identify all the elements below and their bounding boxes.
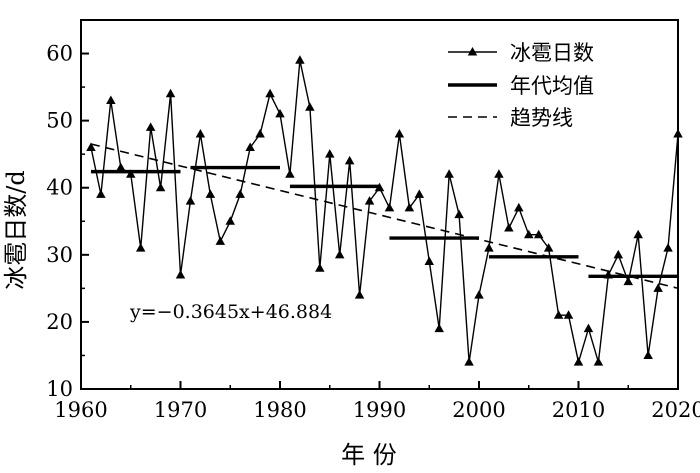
data-point (344, 155, 355, 165)
data-point (126, 169, 136, 178)
legend-label: 冰雹日数 (510, 41, 594, 65)
x-tick-label: 2020 (651, 398, 700, 422)
data-point (484, 243, 494, 252)
data-point (603, 269, 614, 279)
legend-label: 年代均值 (510, 74, 594, 98)
data-point (116, 162, 126, 172)
data-point (106, 95, 116, 105)
data-point (573, 357, 584, 366)
x-tick-label: 1970 (154, 398, 207, 422)
data-point (454, 209, 464, 219)
data-point (643, 350, 653, 359)
x-tick-label: 2010 (552, 398, 605, 422)
data-point (563, 310, 574, 319)
data-point (334, 249, 345, 259)
y-axis-title: 冰雹日数/d (2, 170, 30, 289)
data-point (414, 189, 425, 198)
data-point (185, 196, 196, 205)
data-point (593, 357, 604, 366)
data-point (633, 229, 643, 239)
data-point (215, 236, 226, 245)
data-point (374, 182, 385, 192)
data-point (444, 169, 454, 178)
data-point (145, 122, 156, 131)
y-tick-label: 40 (46, 176, 73, 200)
data-point (135, 243, 146, 252)
series-layer (86, 55, 683, 366)
x-tick-label: 1960 (54, 398, 107, 422)
data-point (325, 149, 335, 158)
data-point (653, 283, 663, 292)
data-point (583, 323, 594, 333)
data-point (205, 189, 216, 198)
data-point (225, 216, 235, 225)
x-tick-label: 1980 (253, 398, 306, 422)
data-point (354, 290, 365, 299)
data-point (623, 276, 633, 286)
data-point (434, 323, 444, 333)
axis-ticks: 1960 1970 1980 1990 2000 2010 2020 10 20 30 40 50 60 (46, 42, 700, 422)
data-point (543, 243, 554, 252)
data-point (464, 357, 474, 366)
data-point (524, 229, 534, 239)
data-point (275, 108, 285, 118)
data-point (285, 169, 295, 178)
data-point (613, 249, 624, 259)
x-tick-label: 1990 (353, 398, 406, 422)
data-point (474, 290, 484, 299)
data-point (295, 55, 305, 64)
data-point (424, 256, 434, 266)
y-tick-label: 20 (46, 310, 73, 334)
data-point (553, 310, 564, 319)
data-point (364, 196, 375, 205)
data-point (86, 142, 96, 151)
data-point (265, 88, 275, 98)
legend-label: 趋势线 (510, 106, 573, 130)
data-point (673, 129, 683, 138)
data-point (155, 182, 166, 192)
data-point (235, 189, 245, 198)
data-point (245, 142, 255, 151)
data-point (504, 222, 514, 232)
data-point (494, 169, 504, 178)
data-point (384, 202, 395, 212)
data-point (394, 129, 405, 138)
data-point (533, 229, 544, 239)
x-axis-title: 年 份 (341, 441, 397, 469)
x-tick-label: 2000 (452, 398, 505, 422)
data-point (255, 129, 265, 138)
data-point (96, 189, 106, 198)
data-point (404, 202, 415, 212)
data-point (195, 129, 206, 138)
data-point (514, 202, 524, 212)
y-tick-label: 10 (46, 377, 73, 401)
legend-marker-hail-days (467, 47, 478, 56)
hail-days-line (90, 60, 679, 363)
data-point (175, 269, 186, 279)
data-point (165, 88, 176, 98)
y-tick-label: 50 (46, 109, 73, 133)
data-point (663, 243, 673, 252)
y-tick-label: 60 (46, 42, 73, 66)
y-tick-label: 30 (46, 243, 73, 267)
data-point (305, 102, 315, 111)
data-point (315, 263, 325, 272)
trend-line (90, 143, 679, 290)
trend-equation: y=−0.3645x+46.884 (129, 301, 332, 323)
